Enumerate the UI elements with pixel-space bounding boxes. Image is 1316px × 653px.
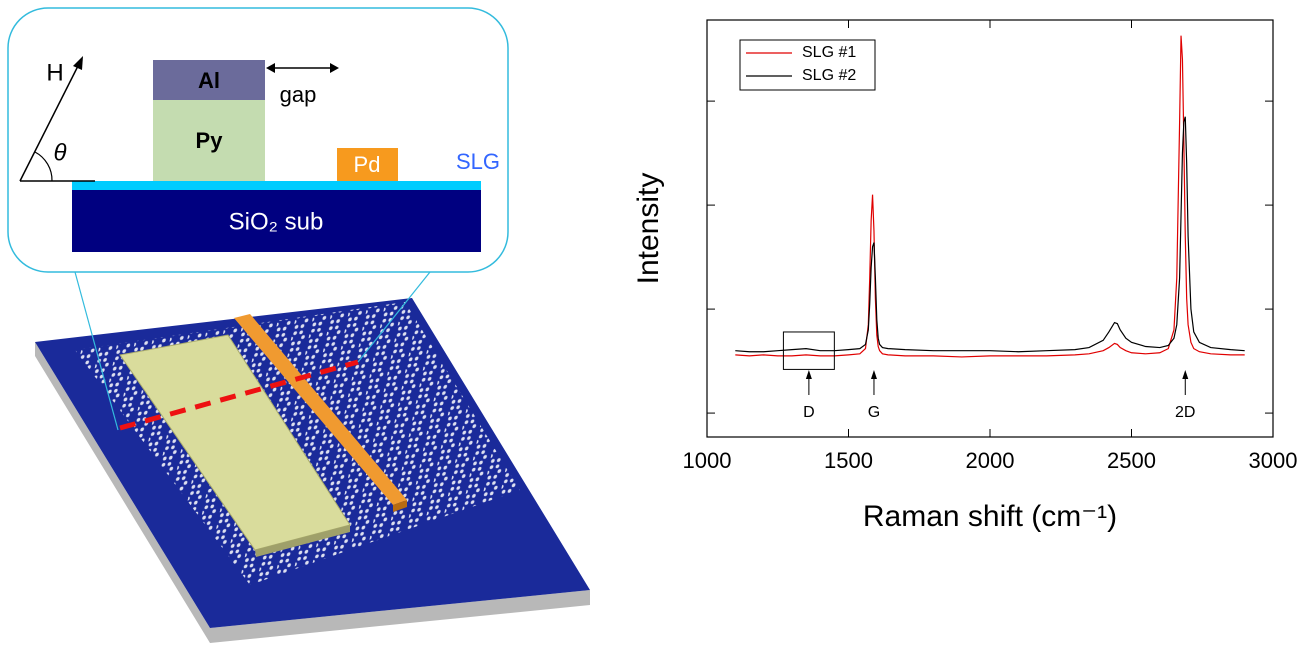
x-tick-label: 3000: [1249, 448, 1298, 473]
theta-label: θ: [53, 139, 66, 166]
legend-label: SLG #1: [802, 44, 856, 61]
slg-label: SLG: [456, 149, 500, 174]
annotation-label: 2D: [1175, 404, 1195, 421]
device-illustration: [35, 271, 590, 643]
al-label: Al: [198, 68, 220, 93]
x-tick-label: 1500: [824, 448, 873, 473]
x-axis-label: Raman shift (cm⁻¹): [863, 500, 1117, 533]
py-label: Py: [196, 128, 224, 153]
pd-label: Pd: [354, 152, 381, 177]
annotation-label: G: [868, 404, 880, 421]
x-tick-label: 2000: [966, 448, 1015, 473]
h-label: H: [46, 59, 63, 86]
annotation-label: D: [803, 404, 815, 421]
substrate-label: SiO₂ sub: [229, 208, 324, 235]
series-line: [735, 35, 1245, 358]
legend-label: SLG #2: [802, 67, 856, 84]
series-line: [735, 116, 1245, 353]
legend-box: [739, 39, 876, 91]
cross-section: H θ Al gap Py Pd SLG SiO₂ sub: [7, 7, 509, 273]
x-tick-label: 2500: [1107, 448, 1156, 473]
annotation-arrowhead: [1182, 370, 1189, 379]
highlight-box: [782, 331, 835, 370]
annotation-arrowhead: [870, 370, 877, 379]
raman-chart: 1000 1500 2000 2500 3000 Raman shift (cm⁻¹) In…: [632, 19, 1298, 533]
annotation-arrowhead: [805, 370, 812, 379]
y-axis-label: Intensity: [632, 173, 665, 285]
gap-label: gap: [280, 82, 317, 107]
x-tick-label: 1000: [683, 448, 732, 473]
